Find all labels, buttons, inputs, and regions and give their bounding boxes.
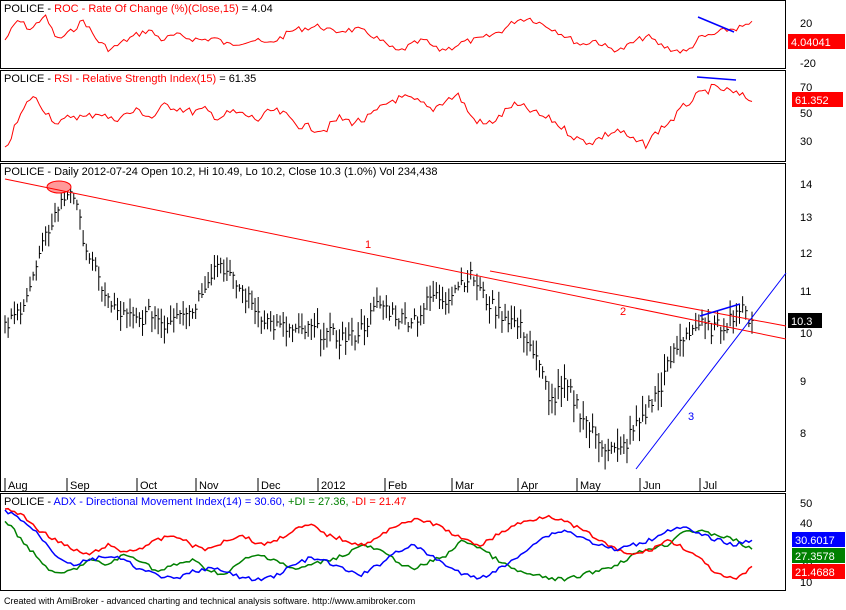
trendline-label-2: 2 <box>620 306 626 318</box>
month-label: Aug <box>8 480 28 492</box>
month-label: May <box>580 480 601 492</box>
month-label: 2012 <box>321 480 345 492</box>
rsi-tick-label: 70 <box>800 82 812 94</box>
month-label: Apr <box>521 480 538 492</box>
roc-divergence-line <box>697 16 735 33</box>
roc-tick-label: -20 <box>800 58 816 70</box>
mdi-line <box>4 507 753 580</box>
pdi-last-value-bg <box>792 548 845 563</box>
adx-last-value-bg <box>792 532 845 547</box>
roc-series <box>4 14 753 54</box>
rsi-line <box>4 83 753 150</box>
rsi-series <box>4 76 753 150</box>
pdi-last-value: 27.3578 <box>795 551 835 563</box>
rsi-last-value-bg <box>792 92 843 107</box>
peak-highlight <box>46 180 72 194</box>
month-label: Oct <box>140 480 157 492</box>
month-label: Sep <box>70 480 90 492</box>
month-label: Mar <box>455 480 474 492</box>
trendline-label-3: 3 <box>688 411 694 423</box>
rsi-tick-label: 30 <box>800 136 812 148</box>
adx-tick-label: 50 <box>800 498 812 510</box>
adx-tick-label: 10 <box>800 577 812 589</box>
month-label: Feb <box>388 480 407 492</box>
rsi-divergence-line <box>696 76 737 81</box>
trendline-label-1: 1 <box>365 239 371 251</box>
price-tick-label: 11 <box>800 286 811 298</box>
rsi-tick-label: 50 <box>800 108 812 120</box>
adx-tick-label: 40 <box>800 518 812 530</box>
adx-series <box>4 507 753 582</box>
price-title: POLICE - Daily 2012-07-24 Open 10.2, Hi … <box>4 166 438 178</box>
month-label: Jun <box>643 480 661 492</box>
price-tick-label: 10 <box>800 328 812 340</box>
price-divergence-line <box>699 303 741 317</box>
roc-title: POLICE - ROC - Rate Of Change (%)(Close,… <box>4 3 273 15</box>
price-tick-label: 14 <box>800 179 812 191</box>
month-label: Jul <box>703 480 717 492</box>
roc-last-value-bg <box>788 34 845 49</box>
price-tick-label: 12 <box>800 248 812 260</box>
footer-credit: Created with AmiBroker - advanced charti… <box>4 596 416 606</box>
price-tick-label: 13 <box>800 212 812 224</box>
adx-last-value: 30.6017 <box>795 535 835 547</box>
month-label: Nov <box>199 480 219 492</box>
roc-panel-frame <box>0 0 786 69</box>
mdi-last-value: 21.4688 <box>795 567 835 579</box>
price-tick-label: 9 <box>800 376 806 388</box>
trendline-1 <box>4 178 787 340</box>
mdi-last-value-bg <box>792 564 845 579</box>
trendlines: 1 2 3 <box>4 178 787 470</box>
price-bars <box>4 187 754 470</box>
pdi-line <box>4 520 753 582</box>
adx-line <box>4 509 753 582</box>
trendline-2 <box>489 270 787 327</box>
roc-line <box>4 14 753 54</box>
rsi-panel-frame <box>0 70 786 162</box>
price-last-value: 10.3 <box>791 316 812 328</box>
price-tick-label: 8 <box>800 428 806 440</box>
price-panel-frame <box>0 163 786 492</box>
y-axes: 200-2070503014131211109850403020104.0404… <box>788 18 845 589</box>
roc-tick-label: 20 <box>800 18 812 30</box>
price-last-value-bg <box>788 313 822 328</box>
rsi-title: POLICE - RSI - Relative Strength Index(1… <box>4 73 256 85</box>
trendline-3 <box>635 272 787 470</box>
adx-panel-frame <box>0 493 786 591</box>
roc-last-value: 4.04041 <box>791 37 831 49</box>
x-axis: Aug Sep Oct Nov Dec 2012 Feb Mar Apr May Jun Jul <box>4 478 717 492</box>
rsi-last-value: 61.352 <box>795 95 829 107</box>
month-label: Dec <box>261 480 281 492</box>
adx-title: POLICE - ADX - Directional Movement Inde… <box>4 496 406 508</box>
